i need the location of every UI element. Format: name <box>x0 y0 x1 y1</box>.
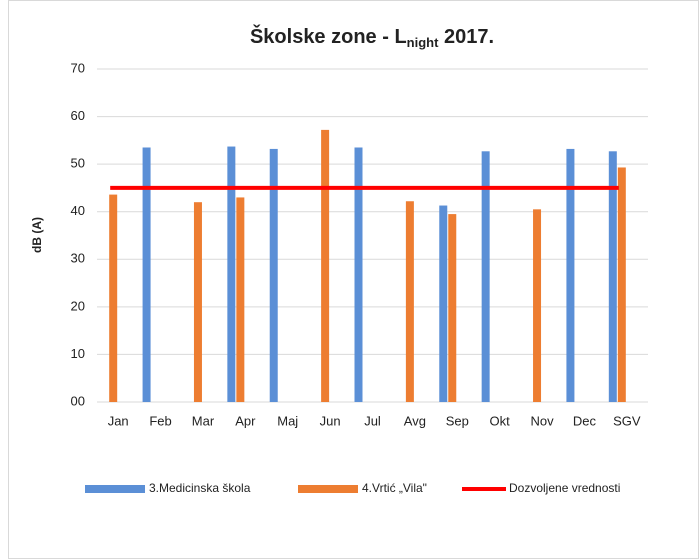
bar <box>405 201 414 402</box>
bar <box>354 147 363 402</box>
x-tick-label: Avg <box>404 413 426 428</box>
y-axis-label: dB (A) <box>30 217 44 253</box>
x-tick-label: Maj <box>277 413 298 428</box>
chart-title: Školske zone - Lnight 2017. <box>250 24 494 50</box>
x-tick-label: Okt <box>490 413 511 428</box>
y-tick-label: 50 <box>71 156 85 171</box>
y-tick-label: 70 <box>71 60 85 75</box>
bar <box>481 151 490 402</box>
legend-label: 4.Vrtić „Vila" <box>362 481 427 495</box>
bar <box>109 194 118 402</box>
x-tick-label: Jul <box>364 413 381 428</box>
bar <box>227 146 236 402</box>
chart-frame <box>8 0 699 559</box>
bar <box>142 147 151 402</box>
bar <box>617 167 626 402</box>
bar <box>533 209 542 402</box>
y-tick-label: 40 <box>71 203 85 218</box>
bar <box>269 148 278 402</box>
x-tick-label: Jun <box>320 413 341 428</box>
title-main: Školske zone - L <box>250 24 407 48</box>
x-tick-label: Apr <box>235 413 256 428</box>
x-tick-label: Dec <box>573 413 597 428</box>
bar <box>566 148 575 402</box>
title-subscript: night <box>407 35 439 50</box>
legend-label: 3.Medicinska škola <box>149 481 251 495</box>
x-tick-label: Sep <box>446 413 469 428</box>
bar <box>321 129 330 403</box>
bar <box>448 214 457 402</box>
legend-swatch <box>85 485 145 493</box>
bar <box>193 202 202 402</box>
legend-swatch <box>298 485 358 493</box>
legend-label: Dozvoljene vrednosti <box>509 481 620 495</box>
y-tick-label: 30 <box>71 251 85 266</box>
y-tick-label: 10 <box>71 346 85 361</box>
title-suffix: 2017. <box>438 26 494 48</box>
bar <box>608 151 617 402</box>
x-tick-label: SGV <box>613 413 641 428</box>
x-tick-label: Mar <box>192 413 215 428</box>
x-tick-label: Nov <box>530 413 554 428</box>
bar <box>236 197 245 402</box>
y-tick-label: 00 <box>71 393 85 408</box>
x-tick-label: Jan <box>108 413 129 428</box>
y-tick-label: 60 <box>71 108 85 123</box>
y-tick-label: 20 <box>71 298 85 313</box>
x-tick-label: Feb <box>149 413 171 428</box>
bar <box>439 205 448 402</box>
